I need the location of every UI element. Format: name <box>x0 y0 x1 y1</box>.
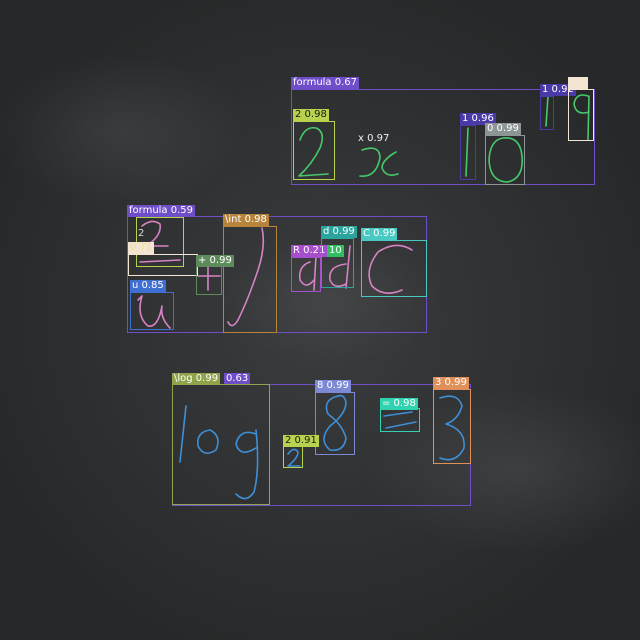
stroke-digit-2-top <box>298 126 329 177</box>
label-x-top: x 0.97 <box>358 133 390 144</box>
stroke-digit-8 <box>323 394 347 452</box>
stroke-digit-9-top <box>573 94 590 141</box>
label-zero-top: 0 0.99 <box>485 123 521 135</box>
bbox-two-small[interactable] <box>283 446 303 468</box>
label-formula-mid: formula 0.59 <box>127 205 196 217</box>
stroke-letter-x-top <box>359 147 399 177</box>
stroke-letter-u <box>137 295 171 329</box>
label-two-small: 2 0.91 <box>283 435 319 447</box>
stroke-digit-3 <box>439 395 465 461</box>
bbox-d[interactable] <box>321 238 354 288</box>
label-d: d 0.99 <box>321 226 357 238</box>
bbox-equals[interactable] <box>380 408 420 432</box>
stroke-letter-d-small <box>298 255 317 291</box>
label-d-small: 10 <box>327 245 344 257</box>
bbox-plus[interactable] <box>196 265 222 295</box>
bbox-one-mid[interactable] <box>460 125 476 180</box>
bbox-minus-mid[interactable] <box>128 254 198 276</box>
stroke-letter-d <box>329 245 351 289</box>
label-plus: + 0.99 <box>196 255 234 267</box>
label-one-mid: 1 0.96 <box>460 113 496 125</box>
stroke-letter-C <box>368 244 413 294</box>
bbox-eight[interactable] <box>315 392 355 455</box>
label-log: \log 0.99 <box>172 373 221 385</box>
label-two-mid: 2 <box>138 228 145 239</box>
bbox-R[interactable] <box>291 257 321 292</box>
stroke-digit-0-top <box>488 137 524 183</box>
bbox-unread-top[interactable] <box>568 89 594 141</box>
label-formula-top: formula 0.67 <box>291 77 360 89</box>
stroke-letter-g <box>235 429 259 500</box>
label-one-top: 1 0.92 <box>540 84 576 96</box>
bbox-C[interactable] <box>361 240 427 297</box>
stroke-digit-1-top <box>545 95 549 127</box>
label-u: u 0.85 <box>130 280 166 292</box>
label-C: C 0.99 <box>361 228 398 240</box>
bbox-formula-top[interactable] <box>291 89 595 185</box>
bbox-int[interactable] <box>223 226 277 333</box>
label-int: \int 0.98 <box>223 214 269 226</box>
bbox-u[interactable] <box>130 292 174 330</box>
stroke-digit-1-mid <box>465 127 469 177</box>
bbox-one-top[interactable] <box>540 96 554 130</box>
stroke-letter-o <box>196 429 219 454</box>
label-minus-mid: 0.71 <box>128 242 155 254</box>
label-unread-top: 0.9 <box>568 77 588 89</box>
label-equals: = 0.98 <box>380 398 418 410</box>
label-R: R 0.21 <box>291 245 328 257</box>
label-eight: 8 0.99 <box>315 380 351 392</box>
bbox-zero-top[interactable] <box>485 135 525 185</box>
stroke-equals <box>383 411 417 429</box>
bbox-three[interactable] <box>433 389 471 464</box>
stroke-digit-2-small <box>287 448 301 467</box>
label-three: 3 0.99 <box>433 377 469 389</box>
bbox-log[interactable] <box>172 384 270 505</box>
label-formula-bottom: 0.63 <box>224 373 251 385</box>
label-two-top: 2 0.98 <box>293 109 329 121</box>
stroke-integral <box>227 227 265 327</box>
stroke-letter-l <box>179 405 187 463</box>
bbox-two-top[interactable] <box>293 121 335 180</box>
